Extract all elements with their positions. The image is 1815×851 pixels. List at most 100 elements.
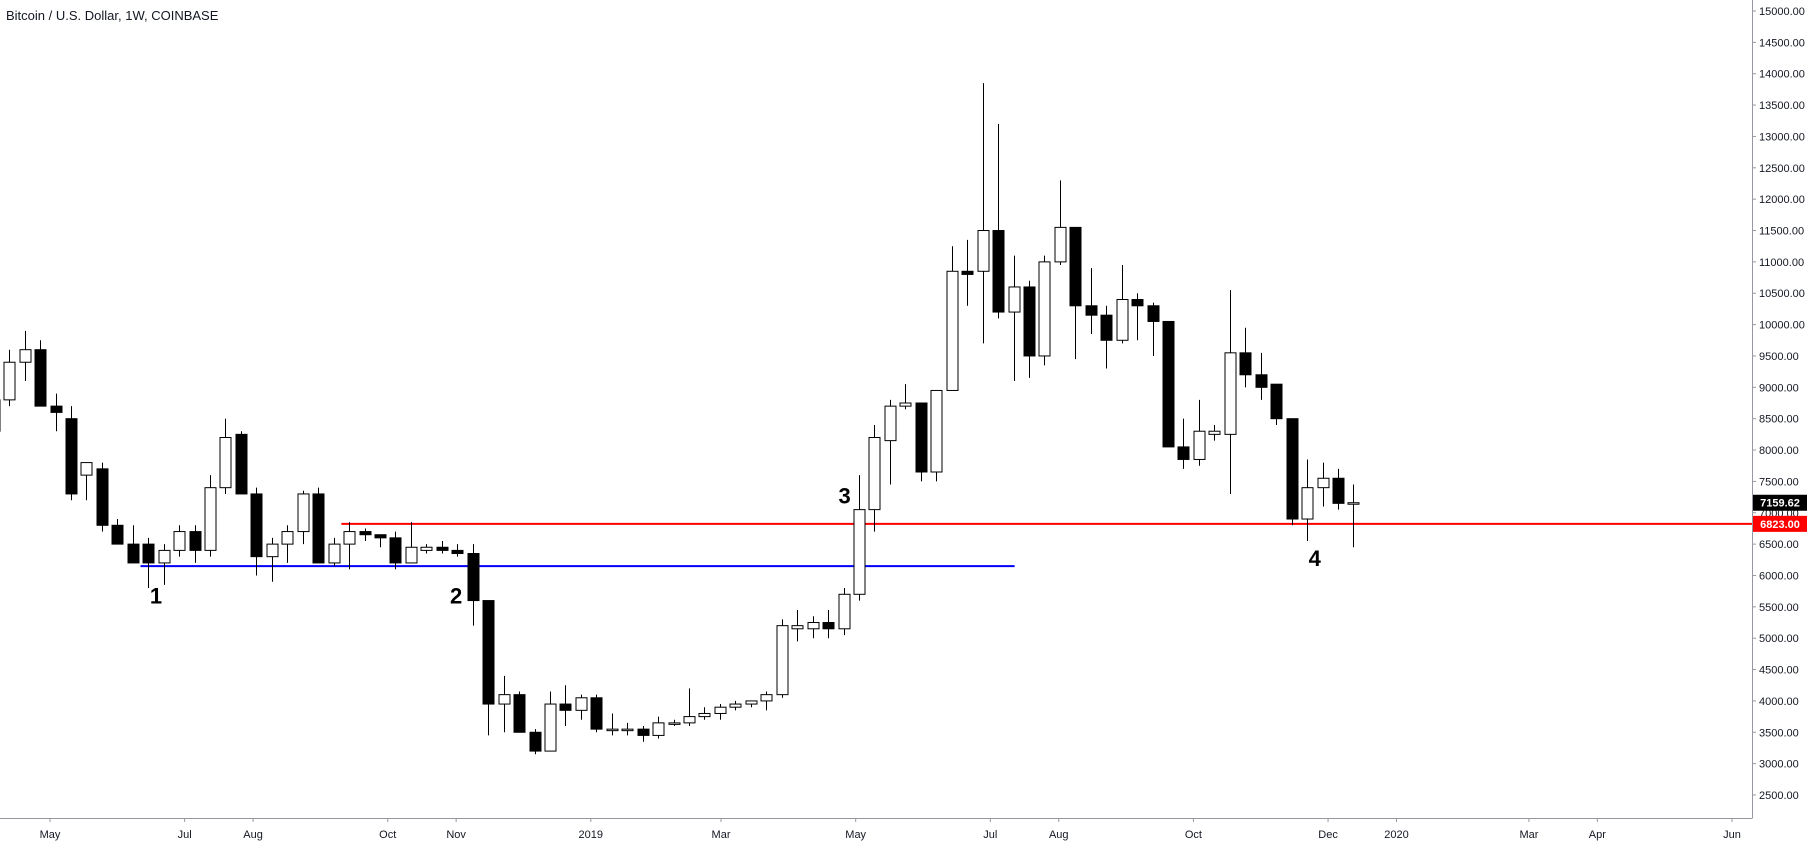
candle[interactable] [235, 431, 248, 495]
candle[interactable] [760, 691, 773, 711]
candle[interactable] [807, 616, 820, 639]
candle[interactable] [668, 719, 681, 727]
candle[interactable] [915, 402, 928, 482]
candle[interactable] [19, 330, 32, 382]
candle[interactable] [899, 384, 912, 410]
candle[interactable] [1147, 302, 1160, 356]
candle[interactable] [1286, 418, 1299, 526]
candle[interactable] [173, 525, 186, 557]
candle[interactable] [312, 487, 325, 564]
candle[interactable] [34, 340, 47, 407]
candle[interactable] [297, 490, 310, 545]
candle[interactable] [977, 83, 990, 344]
chart-title: Bitcoin / U.S. Dollar, 1W, COINBASE [6, 8, 219, 23]
candle[interactable] [590, 694, 603, 733]
candle[interactable] [575, 694, 588, 720]
candle[interactable] [1224, 290, 1237, 494]
candle[interactable] [776, 619, 789, 698]
candle-body-up [853, 509, 866, 595]
candle[interactable] [1317, 462, 1330, 507]
candle[interactable] [1069, 226, 1082, 360]
candle[interactable] [498, 675, 511, 733]
candle[interactable] [1332, 468, 1345, 510]
candle[interactable] [1023, 280, 1036, 378]
candle[interactable] [50, 393, 63, 432]
candle-body-up [158, 549, 171, 564]
candle-body-up [297, 493, 310, 533]
candle[interactable] [1193, 399, 1206, 466]
candle[interactable] [1255, 352, 1268, 400]
candle[interactable] [1085, 268, 1098, 335]
candle[interactable] [1208, 424, 1221, 441]
candle[interactable] [1177, 418, 1190, 469]
candle[interactable] [3, 349, 16, 407]
candle[interactable] [559, 685, 572, 727]
candle[interactable] [389, 531, 402, 570]
candle[interactable] [961, 239, 974, 306]
candle[interactable] [127, 525, 140, 564]
candle[interactable] [652, 716, 665, 739]
candle[interactable] [513, 691, 526, 733]
candle[interactable] [158, 544, 171, 585]
candle[interactable] [281, 525, 294, 563]
candle[interactable] [714, 704, 727, 720]
candle[interactable] [1131, 293, 1144, 341]
candle[interactable] [1054, 180, 1067, 266]
candle[interactable] [637, 726, 650, 742]
candle[interactable] [80, 462, 93, 501]
candle[interactable] [250, 487, 263, 576]
candle[interactable] [328, 537, 341, 567]
price-badge-bg [1753, 494, 1807, 511]
candle[interactable] [359, 528, 372, 541]
candle[interactable] [142, 537, 155, 589]
candle[interactable] [436, 540, 449, 554]
candle[interactable] [1008, 255, 1021, 382]
candle[interactable] [946, 246, 959, 391]
candle[interactable] [853, 475, 866, 601]
candle[interactable] [1162, 320, 1175, 448]
candle[interactable] [621, 722, 634, 736]
candle[interactable] [1116, 265, 1129, 344]
candle[interactable] [65, 406, 78, 501]
candle[interactable] [482, 600, 495, 736]
candle[interactable] [204, 475, 217, 557]
y-tick-label: 3000.00 [1759, 759, 1799, 771]
candle[interactable] [992, 123, 1005, 319]
candle[interactable] [1347, 484, 1360, 548]
candle[interactable] [698, 707, 711, 720]
candle[interactable] [343, 522, 356, 570]
candle[interactable] [884, 399, 897, 485]
candle[interactable] [729, 700, 742, 711]
y-tick-label: 11500.00 [1759, 226, 1804, 238]
candle[interactable] [111, 519, 124, 545]
candle[interactable] [606, 713, 619, 736]
candle[interactable] [96, 462, 109, 532]
candle[interactable] [930, 389, 943, 482]
y-tick-label: 14000.00 [1759, 69, 1805, 81]
candle[interactable] [529, 729, 542, 755]
candle[interactable] [374, 534, 387, 548]
candle[interactable] [868, 424, 881, 532]
candle[interactable] [451, 544, 464, 557]
candle[interactable] [219, 418, 232, 494]
candle[interactable] [467, 544, 480, 626]
candle[interactable] [683, 688, 696, 727]
candle[interactable] [822, 609, 835, 639]
candle[interactable] [1038, 255, 1051, 366]
candle[interactable] [189, 525, 202, 563]
candle[interactable] [791, 609, 804, 642]
y-tick-label: 5000.00 [1759, 633, 1799, 645]
candle[interactable] [544, 691, 557, 752]
candle[interactable] [405, 522, 418, 564]
candle[interactable] [1100, 305, 1113, 369]
candle[interactable] [266, 537, 279, 582]
candle[interactable] [745, 700, 758, 708]
candle[interactable] [1270, 383, 1283, 425]
candle[interactable] [420, 544, 433, 554]
candle-body-down [1100, 314, 1113, 341]
candle-body-up [405, 546, 418, 564]
candle[interactable] [838, 588, 851, 636]
candle[interactable] [1239, 327, 1252, 388]
candle[interactable] [1301, 459, 1314, 541]
